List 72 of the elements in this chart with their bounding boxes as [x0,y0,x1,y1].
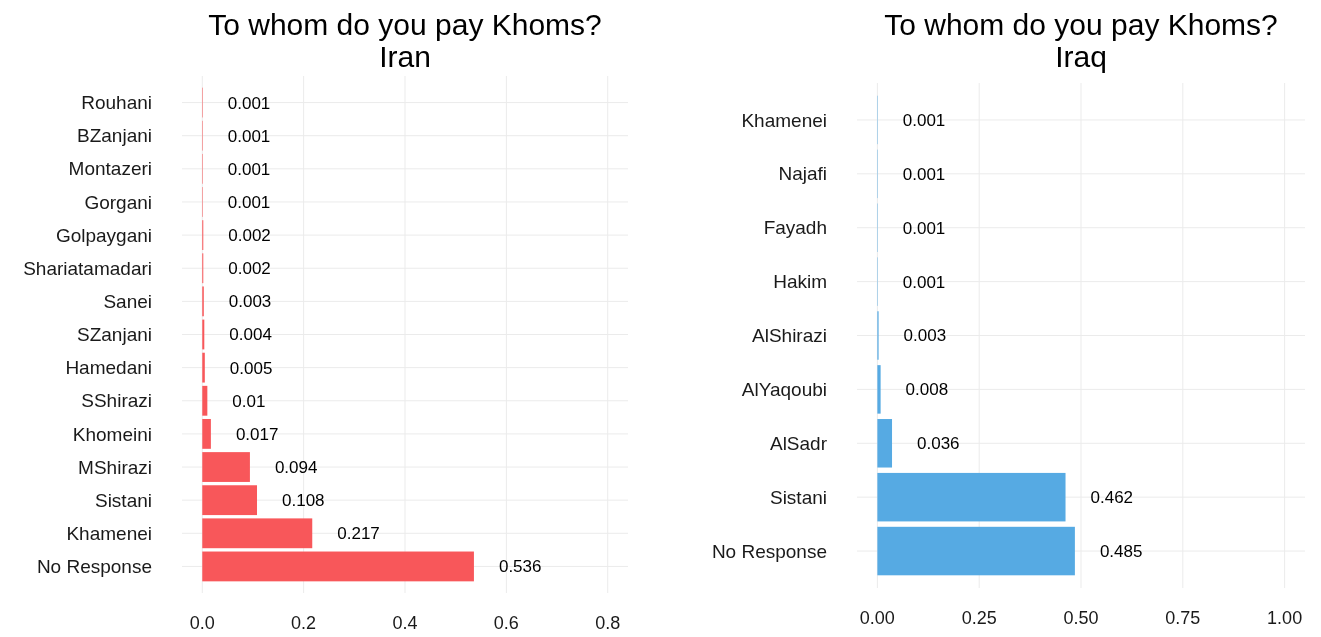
y-tick-label: Khomeini [72,423,152,445]
data-label: 0.001 [902,110,946,130]
data-label: 0.001 [227,126,271,146]
x-tick-label: 0.50 [1063,608,1099,628]
data-label: 0.217 [337,524,380,544]
x-tick-label: 0.2 [291,613,317,633]
y-tick-label: SZanjani [77,324,152,346]
bar [877,365,881,414]
y-tick-label: Gorgani [84,191,152,213]
data-label: 0.002 [228,259,271,279]
bar [202,518,313,549]
y-tick-label: BZanjani [77,125,152,147]
y-tick-label: Sistani [94,489,152,511]
x-tick-label: 0.75 [1165,608,1201,628]
x-tick-label: 0.6 [493,613,519,633]
chart-title: To whom do you pay Khoms? Iraq [884,8,1278,73]
y-tick-label: Montazeri [68,158,152,180]
data-label: 0.001 [227,192,271,212]
data-label: 0.536 [498,557,542,577]
data-label: 0.108 [282,491,325,511]
data-label: 0.001 [227,159,271,179]
x-tick-label: 0.8 [595,613,621,633]
bar [877,472,1066,522]
y-tick-label: Shariatamadari [23,257,152,279]
data-label: 0.003 [228,292,272,312]
bar [202,452,250,482]
data-label: 0.001 [902,164,946,184]
bar [877,419,893,468]
data-label: 0.001 [902,218,946,238]
x-tick-label: 0.4 [392,613,418,633]
data-label: 0.017 [235,424,279,444]
y-tick-label: Fayadh [763,217,827,239]
bar [877,526,1075,576]
data-label: 0.094 [274,457,318,477]
y-tick-label: AlYaqoubi [741,379,827,401]
y-tick-label: No Response [36,556,152,578]
data-label: 0.485 [1099,542,1143,562]
data-label: 0.002 [228,226,271,246]
y-tick-label: AlSadr [769,432,828,454]
x-tick-label: 0.00 [859,608,895,628]
x-tick-label: 0.25 [961,608,997,628]
data-label: 0.001 [227,93,271,113]
x-tick-label: 1.00 [1267,608,1303,628]
bar [202,485,258,516]
data-label: 0.003 [903,326,947,346]
y-tick-label: MShirazi [78,456,152,478]
y-tick-label: Khamenei [741,109,827,131]
data-label: 0.01 [232,391,266,411]
bar [202,352,205,383]
data-label: 0.008 [905,380,949,400]
y-tick-label: SShirazi [81,390,152,412]
y-tick-label: No Response [711,540,827,562]
data-label: 0.005 [229,358,273,378]
y-tick-label: Najafi [778,163,827,185]
data-label: 0.001 [902,272,946,292]
data-label: 0.004 [229,325,272,345]
bar [202,319,205,350]
data-label: 0.036 [917,434,960,454]
bar [202,551,474,582]
y-tick-label: AlShirazi [752,325,827,347]
y-tick-label: Khamenei [66,522,152,544]
y-tick-label: Hakim [773,271,827,293]
y-tick-label: Hamedani [65,357,152,379]
y-tick-label: Golpaygani [55,224,152,246]
y-tick-label: Sanei [103,291,152,313]
bar [202,418,211,449]
chart-title: To whom do you pay Khoms? Iran [208,8,602,73]
y-tick-label: Sistani [769,486,827,508]
x-tick-label: 0.0 [189,613,215,633]
bar [202,385,208,416]
y-tick-label: Rouhani [81,92,152,114]
data-label: 0.462 [1090,488,1134,508]
